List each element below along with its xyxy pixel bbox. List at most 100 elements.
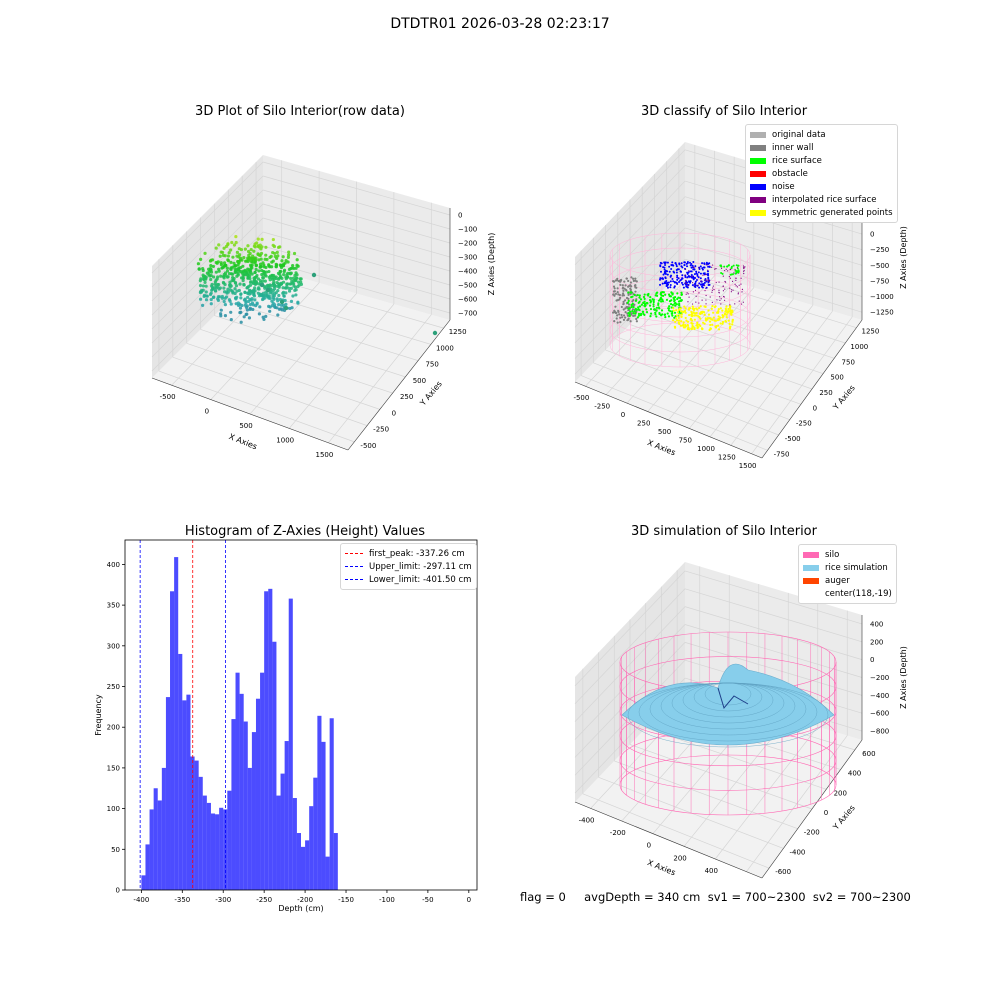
point (624, 316, 627, 319)
point (209, 274, 213, 278)
point (623, 299, 627, 302)
point (743, 267, 745, 270)
point (678, 314, 681, 317)
point (738, 284, 740, 286)
point (693, 268, 696, 271)
point (225, 269, 230, 273)
point (295, 273, 299, 277)
point (663, 261, 666, 264)
point (673, 281, 676, 284)
point (664, 272, 667, 275)
axis-edge (151, 377, 349, 451)
point (264, 265, 268, 270)
y-tick-label: -250 (796, 420, 812, 428)
point (283, 305, 289, 311)
point (249, 270, 253, 274)
point (637, 301, 640, 304)
point (264, 253, 268, 257)
point (720, 303, 722, 305)
point (667, 307, 670, 310)
point (294, 293, 298, 297)
point (659, 278, 662, 281)
grid-line (262, 231, 451, 286)
point (265, 292, 269, 296)
point (693, 314, 696, 317)
simulation-3d-plot: -400-2000200400600-600-400-2000200400600… (574, 562, 908, 880)
point (736, 264, 739, 267)
z-tick-label: −1250 (870, 309, 894, 317)
point (678, 307, 681, 310)
point (614, 292, 618, 295)
y-tick-label: 1250 (449, 328, 467, 336)
point (255, 301, 259, 305)
point (661, 282, 664, 285)
point (637, 312, 641, 316)
point (698, 323, 701, 326)
point (734, 303, 736, 305)
point (676, 278, 679, 281)
x-tick-label: -150 (338, 896, 354, 904)
point (709, 327, 713, 330)
point (667, 315, 671, 318)
legend-label: rice simulation (825, 562, 888, 573)
point (622, 318, 626, 322)
point (702, 272, 705, 275)
point (246, 249, 251, 254)
point (251, 254, 255, 258)
point (633, 310, 636, 313)
y-tick-label: 1250 (862, 328, 880, 336)
point (704, 318, 707, 321)
point (259, 265, 263, 269)
point (673, 316, 676, 319)
point (271, 294, 275, 298)
legend-item: silo (803, 548, 892, 561)
point (298, 277, 302, 281)
grid-line (574, 624, 686, 740)
grid-line (684, 243, 863, 297)
point (680, 291, 683, 294)
point (279, 299, 285, 305)
point (709, 323, 712, 327)
point (226, 254, 231, 258)
point (622, 314, 626, 317)
point (216, 260, 220, 264)
point (229, 272, 234, 276)
point (721, 320, 725, 324)
point (737, 293, 739, 295)
histogram-bar (264, 591, 269, 890)
point (246, 295, 250, 299)
silo-ring (619, 754, 837, 816)
histogram-bar (288, 598, 293, 890)
point (743, 269, 745, 272)
point (264, 270, 268, 274)
point (734, 283, 736, 285)
point (287, 289, 292, 293)
histogram-bar (268, 588, 273, 890)
silo-ring (609, 322, 751, 368)
y-tick-label: 1000 (850, 343, 868, 351)
point (717, 324, 720, 327)
point (703, 263, 706, 266)
z-tick-label: 0 (458, 212, 462, 220)
point (673, 300, 676, 303)
point (222, 276, 226, 280)
legend-label: center(118,-19) (825, 588, 892, 599)
histogram-bar (178, 653, 183, 890)
grid-line (151, 245, 264, 358)
point (666, 283, 669, 286)
histogram-bar (206, 802, 211, 890)
point (702, 274, 704, 276)
legend-label: obstacle (772, 168, 808, 179)
axis-pane (152, 155, 263, 378)
legend-label: Upper_limit: -297.11 cm (369, 561, 472, 572)
point (699, 277, 702, 280)
point (711, 301, 713, 303)
y-tick-label: 750 (425, 361, 438, 369)
grid-line (654, 298, 835, 359)
point (289, 299, 294, 304)
point (293, 285, 298, 289)
x-tick-label: -300 (215, 896, 231, 904)
point (711, 323, 714, 326)
point (219, 261, 223, 265)
y-tick-label: -400 (789, 848, 805, 856)
